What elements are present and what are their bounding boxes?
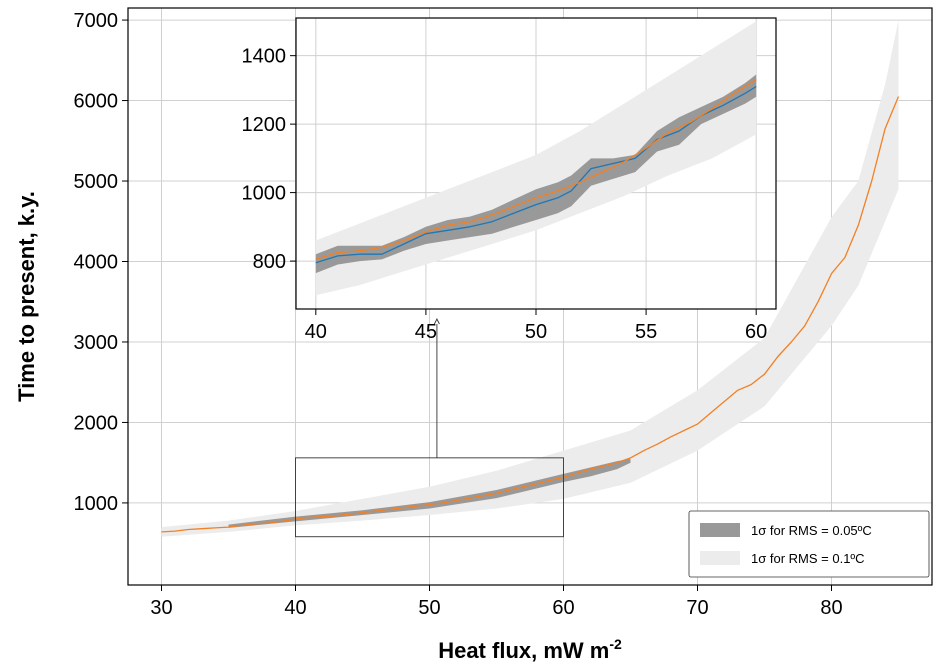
inset-x-tick-label: 55 [635,321,657,343]
main-x-tick-label: 70 [686,597,708,619]
main-uncertainty-bands [161,20,899,537]
legend: 1σ for RMS = 0.05ºC 1σ for RMS = 0.1ºC [688,510,930,578]
main-x-tick-label: 50 [418,597,440,619]
inset-x-tick-label: 50 [525,321,547,343]
legend-label-dark-band: 1σ for RMS = 0.05ºC [751,523,872,538]
main-inset-region-box [295,317,564,538]
inset-x-tick-label: 60 [745,321,767,343]
main-y-tick-label: 3000 [74,332,119,354]
inset-x-tick-label: 40 [305,321,327,343]
main-plot-frame [127,7,933,586]
inset-y-tick-label: 1200 [242,114,287,136]
legend-swatch-dark-band [700,523,740,537]
legend-label-light-band: 1σ for RMS = 0.1ºC [751,551,865,566]
inset-uncertainty-bands [315,21,757,296]
main-band-1 [161,20,899,537]
main-band-2 [228,458,631,528]
main-y-tick-label: 1000 [74,493,119,515]
inset-line-2 [315,85,757,264]
inset-region-box [295,457,564,538]
main-line-0 [161,96,900,533]
x-axis-title-text: Heat flux, mW m [438,638,609,663]
y-axis-title: Time to present, k.y. [14,191,39,402]
inset-y-tick-label: 1400 [242,46,287,68]
inset-x-tick-label: 45 [415,321,437,343]
main-y-tick-label: 2000 [74,412,119,434]
main-y-tick-label: 7000 [74,10,119,32]
inset-line-3 [315,79,757,261]
main-x-tick-label: 60 [552,597,574,619]
inset-band-1 [315,74,757,274]
inset-y-tick-label: 1000 [242,183,287,205]
main-y-tick-label: 4000 [74,251,119,273]
legend-swatch-light-band [700,551,740,565]
main-x-tick-label: 80 [820,597,842,619]
legend-box [688,510,930,578]
main-y-tick-label: 6000 [74,91,119,113]
main-series-lines [161,96,900,533]
main-y-tick-label: 5000 [74,171,119,193]
inset-axis-ticks: 40 45 50 55 60 800 1000 1200 1400 [242,46,768,343]
x-axis-title-superscript: -2 [609,636,622,652]
inset-series-lines [315,79,757,264]
inset-y-tick-label: 800 [253,251,286,273]
main-x-tick-label: 30 [150,597,172,619]
main-x-tick-label: 40 [284,597,306,619]
x-axis-title: Heat flux, mW m-2 [438,636,622,663]
zoom-arrow-head [434,317,440,325]
main-axis-ticks: 30 40 50 60 70 80 1000 2000 3000 4000 5000 6000 7000 [74,10,843,619]
